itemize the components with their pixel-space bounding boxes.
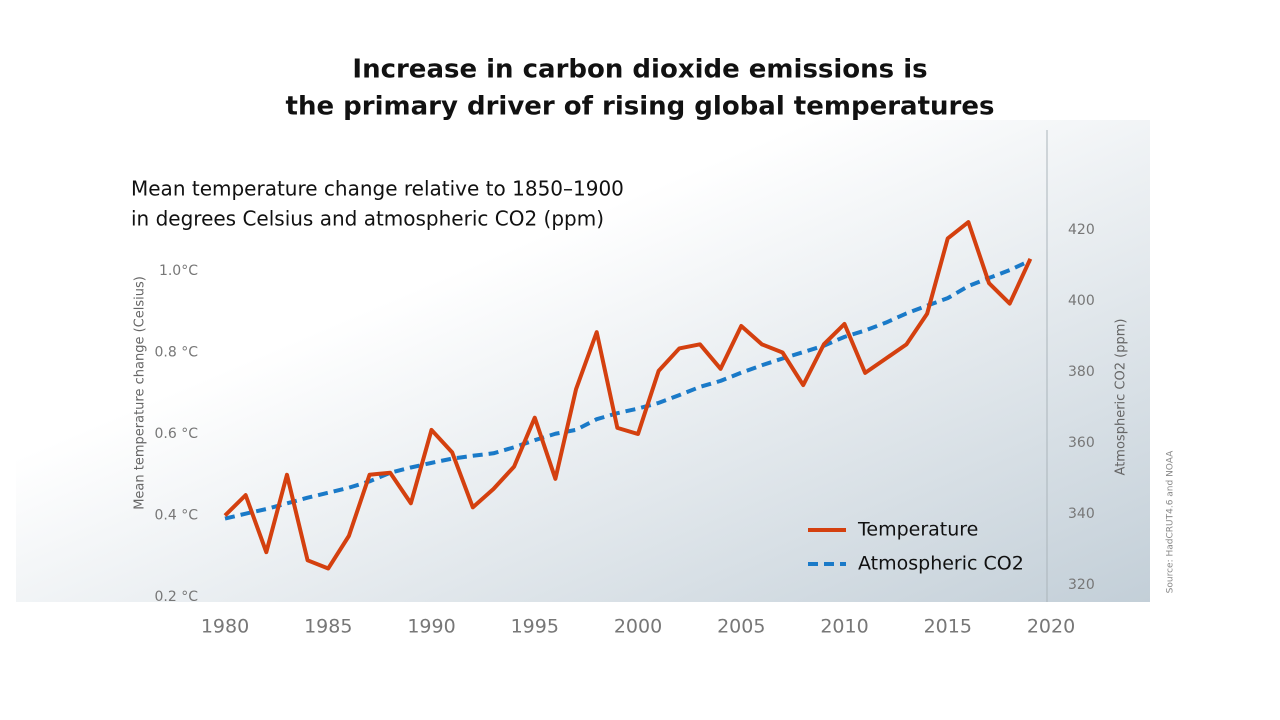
x-tick-label: 2005 <box>717 616 765 638</box>
y-tick-label: 0.6 °C <box>155 426 199 442</box>
x-tick-label: 1990 <box>407 616 455 638</box>
y-axis-title: Mean temperature change (Celsius) <box>133 276 148 510</box>
source-note: Source: HadCRUT4.6 and NOAA <box>1166 450 1176 593</box>
y2-tick-label: 340 <box>1068 506 1095 522</box>
x-tick-label: 1985 <box>304 616 352 638</box>
x-tick-label: 1980 <box>201 616 249 638</box>
plot-background <box>16 120 1150 602</box>
x-tick-label: 2020 <box>1027 616 1075 638</box>
subtitle: in degrees Celsius and atmospheric CO2 (… <box>131 207 604 231</box>
x-tick-label: 2015 <box>924 616 972 638</box>
y2-axis-title: Atmospheric CO2 (ppm) <box>1114 319 1129 476</box>
y2-tick-label: 320 <box>1068 577 1095 593</box>
y-tick-label: 0.2 °C <box>155 589 199 605</box>
data-line <box>224 258 1032 521</box>
legend-label: Temperature <box>857 519 978 541</box>
chart-title: the primary driver of rising global temp… <box>286 92 995 122</box>
y2-tick-label: 380 <box>1068 364 1095 380</box>
x-tick-label: 2010 <box>820 616 868 638</box>
x-tick-label: 2000 <box>614 616 662 638</box>
y2-tick-label: 420 <box>1068 222 1095 238</box>
y-tick-label: 0.8 °C <box>155 345 199 361</box>
y-tick-label: 0.4 °C <box>155 508 199 524</box>
chart-title: Increase in carbon dioxide emissions is <box>352 55 927 85</box>
x-tick-label: 1995 <box>511 616 559 638</box>
subtitle: Mean temperature change relative to 1850… <box>131 177 624 201</box>
y2-tick-label: 400 <box>1068 293 1095 309</box>
y-tick-label: 1.0°C <box>159 263 198 279</box>
data-line <box>223 220 1033 571</box>
y2-tick-label: 360 <box>1068 435 1095 451</box>
legend-label: Atmospheric CO2 <box>858 553 1024 575</box>
